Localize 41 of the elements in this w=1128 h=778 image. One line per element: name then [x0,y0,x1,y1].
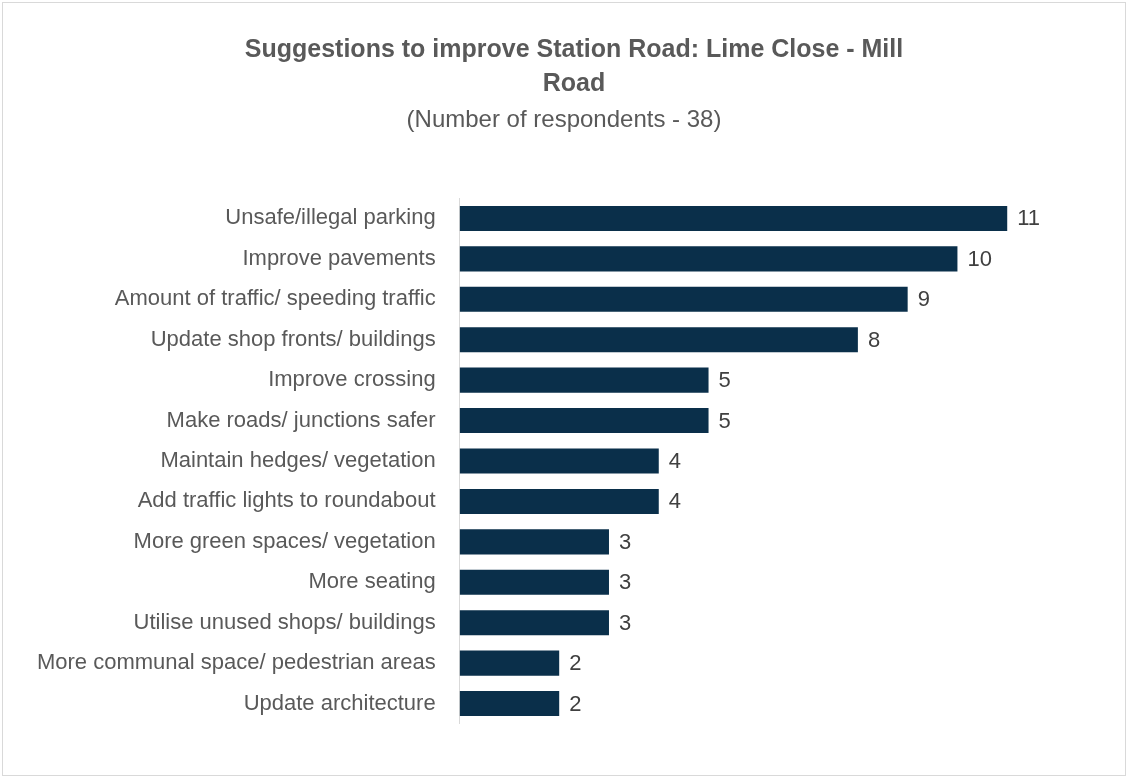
data-label: 2 [569,690,582,716]
chart-title: Suggestions to improve Station Road: Lime Close - Mill Road [243,33,905,98]
y-tick-label: Add traffic lights to roundabout [137,487,436,513]
bar [459,488,659,514]
data-label: 3 [618,569,632,595]
data-label: 4 [668,488,682,514]
y-tick-label: Update shop fronts/ buildings [150,325,436,351]
bar [459,691,560,717]
bar [459,367,709,393]
y-tick-label: Amount of traffic/ speeding traffic [114,285,436,311]
bar [459,569,609,595]
data-label: 2 [569,650,582,676]
bar [459,286,908,312]
bar [459,610,609,636]
bar [459,205,1008,231]
bar [459,650,560,676]
data-label: 4 [668,448,682,474]
data-label: 5 [718,407,731,433]
y-tick-label: Make roads/ junctions safer [166,406,436,432]
data-label: 10 [967,245,992,271]
chart-subtitle: (Number of respondents - 38) [405,105,723,133]
y-tick-label: Improve pavements [242,244,436,270]
y-tick-label: More green spaces/ vegetation [133,527,436,553]
bar [459,327,858,353]
y-tick-label: Utilise unused shops/ buildings [133,608,436,634]
y-tick-label: Improve crossing [268,366,436,392]
bar [459,529,609,555]
y-tick-label: More seating [308,568,436,594]
data-label: 3 [618,609,632,635]
bar [459,246,958,272]
data-label: 11 [1017,205,1041,231]
bar [459,408,709,434]
data-label: 5 [718,367,731,393]
y-tick-label: Maintain hedges/ vegetation [160,447,436,473]
y-tick-label: Update architecture [243,689,436,715]
data-label: 3 [618,528,632,554]
data-label: 8 [867,326,881,352]
y-tick-label: Unsafe/illegal parking [225,204,436,230]
data-label: 9 [917,286,930,312]
bar [459,448,659,474]
y-tick-label: More communal space/ pedestrian areas [36,649,436,675]
